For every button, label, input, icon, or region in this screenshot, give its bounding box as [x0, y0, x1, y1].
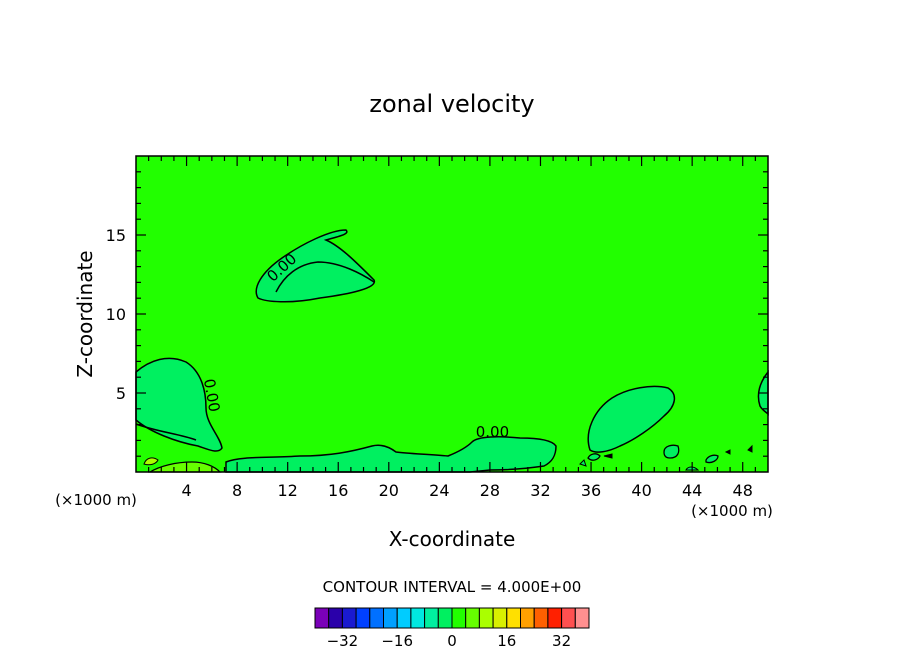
contour-label: 0.00 — [200, 377, 224, 413]
contour-blob-3 — [587, 453, 601, 461]
colorbar-swatch — [533, 607, 549, 629]
contour-blob-1 — [663, 444, 680, 459]
colorbar-swatch — [369, 607, 384, 629]
y-axis-label: Z-coordinate — [73, 250, 97, 377]
x-tick-label: 44 — [682, 481, 702, 500]
colorbar-swatch — [341, 607, 357, 629]
y-tick-label: 15 — [106, 226, 126, 245]
colorbar-swatch — [314, 607, 330, 629]
colorbar-swatch — [328, 607, 343, 629]
colorbar-swatch — [355, 607, 371, 629]
axis-ticks — [136, 156, 768, 472]
colorbar-swatch — [410, 607, 426, 629]
contour-blob-4 — [603, 453, 613, 459]
colorbar — [314, 607, 590, 629]
colorbar-swatch — [478, 607, 494, 629]
colorbar-swatch — [520, 607, 535, 629]
colorbar-swatch — [506, 607, 521, 629]
x-unit-right: (×1000 m) — [691, 502, 773, 520]
y-tick-label: 5 — [116, 384, 126, 403]
contour-line-upper-inner — [275, 261, 375, 293]
x-tick-label: 20 — [379, 481, 399, 500]
contour-interval-text: CONTOUR INTERVAL = 4.000E+00 — [323, 578, 582, 596]
contour-region-bottom — [225, 436, 557, 473]
colorbar-swatch — [424, 607, 439, 629]
contour-blob-2 — [705, 454, 719, 464]
contour-blob-8 — [579, 459, 587, 467]
x-tick-label: 40 — [631, 481, 651, 500]
colorbar-swatch — [383, 607, 398, 629]
colorbar-swatch — [396, 607, 412, 629]
x-tick-label: 36 — [581, 481, 601, 500]
contour-region-left — [135, 357, 223, 452]
colorbar-tick-label: −32 — [327, 632, 359, 650]
colorbar-swatch — [574, 607, 590, 629]
x-unit-left: (×1000 m) — [55, 491, 137, 509]
x-tick-label: 16 — [328, 481, 348, 500]
colorbar-swatch — [561, 607, 576, 629]
colorbar-swatch — [465, 607, 480, 629]
colorbar-swatch — [492, 607, 508, 629]
y-tick-label: 10 — [106, 305, 126, 324]
x-tick-label: 12 — [278, 481, 298, 500]
plot-background — [136, 156, 768, 472]
colorbar-tick-label: 16 — [497, 632, 516, 650]
contour-blob-6 — [724, 449, 731, 455]
contour-label: 0.00 — [476, 423, 509, 441]
colorbar-tick-label: 32 — [552, 632, 571, 650]
contour-region-upper-left — [255, 229, 375, 303]
colorbar-labels: −32 −16 0 16 32 — [327, 632, 572, 650]
x-axis-label: X-coordinate — [389, 527, 516, 551]
contour-line-left-inner — [135, 423, 197, 441]
x-tick-label: 28 — [480, 481, 500, 500]
chart-title: zonal velocity — [369, 90, 534, 118]
colorbar-swatch — [451, 607, 467, 629]
colorbar-tick-label: −16 — [381, 632, 413, 650]
contour-regions — [135, 229, 769, 473]
x-tick-label: 48 — [733, 481, 753, 500]
x-tick-labels: 4 8 12 16 20 24 28 32 36 40 44 48 — [181, 481, 752, 500]
plot-area: 0.000.000.00 — [135, 155, 769, 473]
y-tick-labels: 5 10 15 — [106, 226, 126, 403]
contour-region-right — [587, 385, 676, 453]
colorbar-tick-label: 0 — [447, 632, 457, 650]
contour-line-lower-left-small — [143, 457, 159, 466]
colorbar-swatch — [547, 607, 563, 629]
colorbar-swatch — [437, 607, 453, 629]
x-tick-label: 4 — [181, 481, 191, 500]
x-tick-label: 32 — [530, 481, 550, 500]
x-tick-label: 24 — [429, 481, 449, 500]
x-tick-label: 8 — [232, 481, 242, 500]
contour-blob-5 — [747, 444, 753, 453]
